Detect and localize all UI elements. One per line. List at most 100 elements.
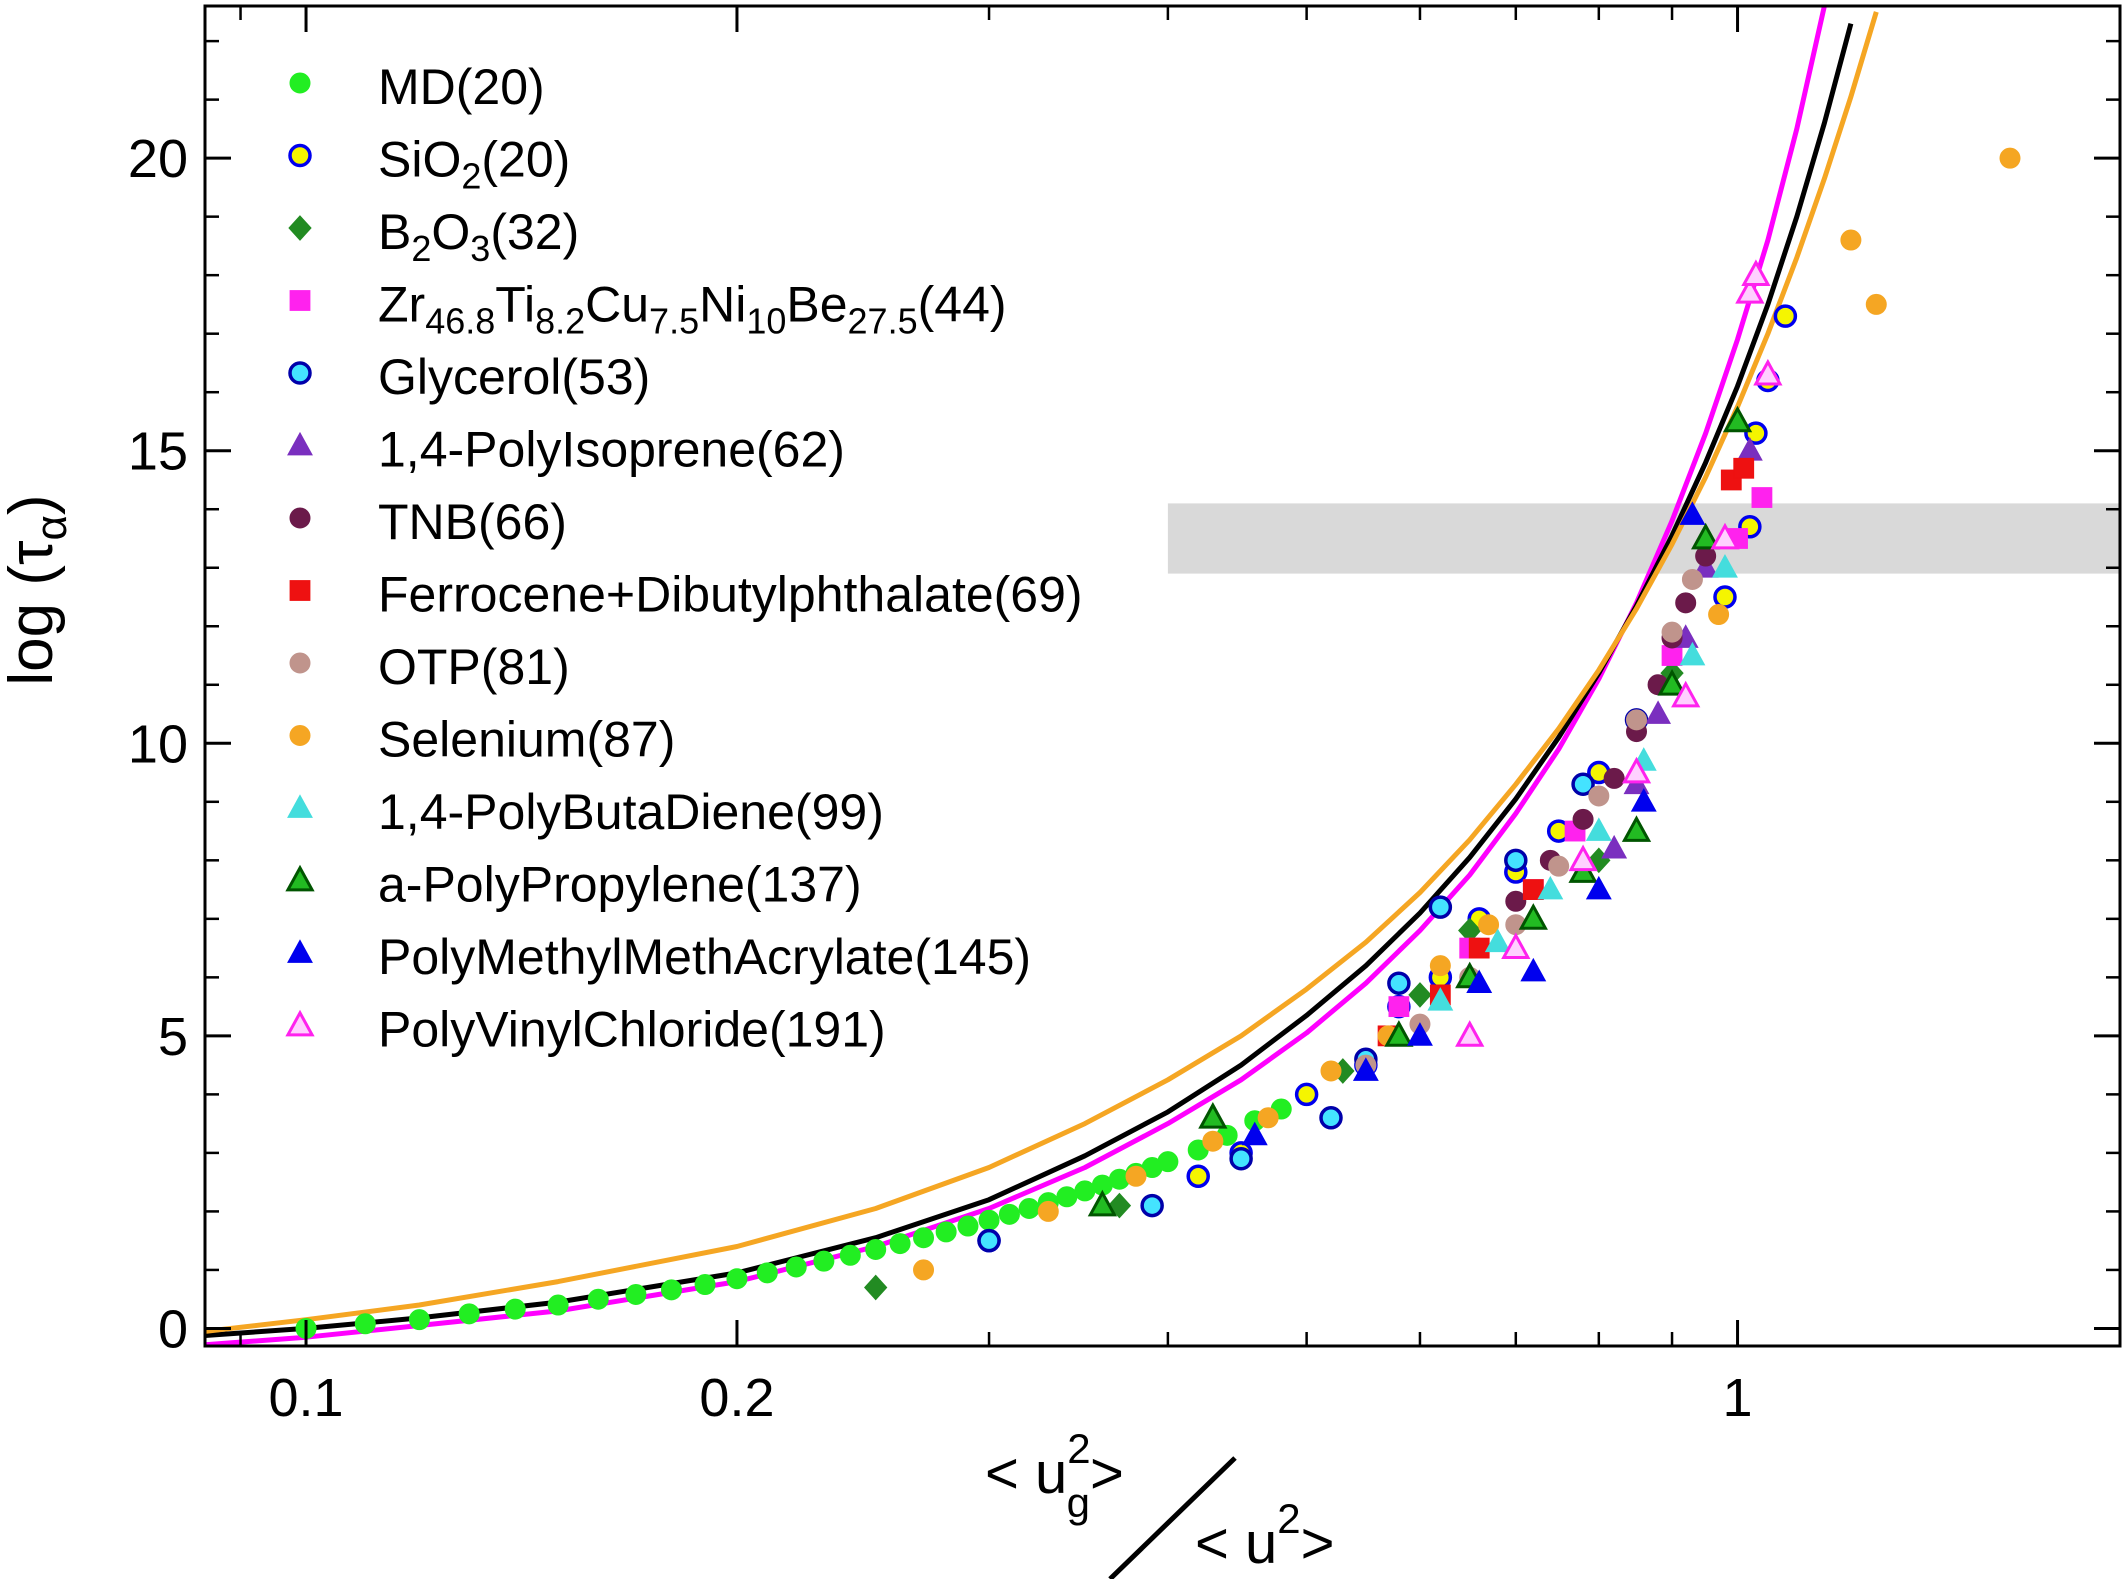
plot-area bbox=[205, 6, 2120, 1346]
data-point bbox=[1585, 875, 1612, 900]
data-point bbox=[1408, 982, 1432, 1008]
data-point bbox=[1505, 890, 1527, 912]
data-point bbox=[1319, 1106, 1343, 1130]
data-point bbox=[1645, 700, 1672, 724]
data-point bbox=[1229, 1147, 1253, 1171]
data-point bbox=[1056, 1186, 1078, 1208]
data-point bbox=[1387, 971, 1411, 995]
data-point bbox=[889, 1233, 911, 1255]
data-points bbox=[295, 147, 2021, 1339]
legend-entry: PolyMethylMethAcrylate(145) bbox=[378, 929, 1031, 985]
legend-entry: OTP(81) bbox=[378, 639, 570, 695]
data-point bbox=[1661, 621, 1683, 643]
data-point bbox=[935, 1221, 957, 1243]
data-point bbox=[1548, 855, 1570, 877]
data-point bbox=[408, 1309, 430, 1331]
shaded-band bbox=[1167, 503, 2120, 574]
legend-marker bbox=[287, 939, 313, 963]
x-axis-label: < u2 g> < u2> bbox=[985, 1425, 1334, 1579]
data-point bbox=[1455, 1020, 1485, 1047]
legend-marker bbox=[287, 794, 313, 818]
data-point bbox=[1712, 554, 1738, 578]
y-axis-label: log (τα) bbox=[0, 494, 76, 685]
data-point bbox=[1429, 955, 1451, 977]
data-point bbox=[1626, 709, 1648, 731]
data-point bbox=[998, 1203, 1020, 1225]
y-tick-label: 5 bbox=[158, 1007, 188, 1067]
series-1-4-polybutadiene bbox=[1427, 554, 1738, 1011]
data-point bbox=[504, 1298, 526, 1320]
data-point bbox=[1710, 522, 1740, 550]
x-tick-label: 1 bbox=[1723, 1368, 1753, 1428]
data-point bbox=[1241, 1121, 1268, 1146]
data-point bbox=[1744, 421, 1768, 445]
data-point bbox=[1504, 848, 1528, 873]
legend-entry: B2O3(32) bbox=[378, 204, 579, 269]
data-point bbox=[354, 1313, 376, 1335]
legend-marker bbox=[289, 725, 311, 746]
data-point bbox=[913, 1259, 935, 1281]
legend-marker bbox=[288, 143, 312, 168]
data-point bbox=[839, 1244, 861, 1266]
legend-marker bbox=[289, 507, 311, 529]
data-point bbox=[756, 1262, 778, 1284]
series-a-polypropylene bbox=[1087, 405, 1753, 1217]
data-point bbox=[1708, 604, 1730, 626]
data-point bbox=[865, 1238, 887, 1260]
data-point bbox=[1537, 875, 1564, 900]
legend-entry: MD(20) bbox=[378, 59, 545, 115]
fit-curve bbox=[205, 11, 1879, 1334]
svg-text:< u2g>: < u2 g> bbox=[985, 1425, 1124, 1526]
legend-entry: SiO2(20) bbox=[378, 132, 570, 197]
legend-marker bbox=[289, 290, 311, 311]
data-point bbox=[1407, 1022, 1433, 1046]
data-point bbox=[1621, 815, 1652, 842]
data-point bbox=[1125, 1165, 1147, 1187]
data-point bbox=[587, 1288, 609, 1310]
data-point bbox=[1679, 501, 1706, 525]
legend-marker bbox=[289, 652, 311, 674]
data-point bbox=[458, 1303, 480, 1325]
data-point bbox=[1198, 1102, 1228, 1129]
data-point bbox=[1588, 785, 1610, 807]
legend-entry: 1,4-PolyIsoprene(62) bbox=[378, 422, 845, 478]
data-point bbox=[1518, 903, 1548, 930]
data-point bbox=[1427, 987, 1454, 1011]
data-point bbox=[1735, 276, 1765, 304]
legend-marker bbox=[285, 864, 315, 892]
data-point bbox=[1087, 1189, 1118, 1217]
data-point bbox=[625, 1284, 647, 1306]
data-point bbox=[1157, 1151, 1179, 1173]
data-point bbox=[1657, 669, 1687, 696]
data-point bbox=[1713, 585, 1737, 609]
data-point bbox=[1352, 1057, 1379, 1081]
data-point bbox=[1753, 358, 1783, 386]
legend-entry: PolyVinylChloride(191) bbox=[378, 1002, 886, 1058]
data-point bbox=[1722, 405, 1753, 433]
data-point bbox=[1773, 304, 1798, 328]
data-point bbox=[694, 1274, 716, 1296]
data-point bbox=[813, 1250, 835, 1272]
data-point bbox=[1571, 772, 1595, 797]
legend-marker bbox=[289, 580, 311, 601]
data-point bbox=[1675, 592, 1697, 614]
legend-marker bbox=[289, 72, 311, 94]
data-point bbox=[1585, 817, 1612, 841]
data-point bbox=[1661, 645, 1683, 666]
data-point bbox=[1478, 914, 1500, 936]
data-point bbox=[785, 1256, 807, 1278]
data-point bbox=[1320, 1060, 1342, 1082]
data-point bbox=[1484, 928, 1511, 953]
data-point bbox=[1681, 568, 1703, 590]
data-point bbox=[1865, 293, 1887, 315]
data-point bbox=[1603, 767, 1625, 789]
legend-entry: a-PolyPropylene(137) bbox=[378, 857, 862, 913]
legend-marker bbox=[288, 215, 312, 241]
y-tick-label: 15 bbox=[128, 422, 188, 482]
data-point bbox=[1999, 147, 2021, 169]
data-point bbox=[1679, 641, 1706, 666]
legend-entry: Zr46.8Ti8.2Cu7.5Ni10Be27.5(44) bbox=[378, 277, 1007, 342]
legend-marker bbox=[287, 431, 313, 456]
